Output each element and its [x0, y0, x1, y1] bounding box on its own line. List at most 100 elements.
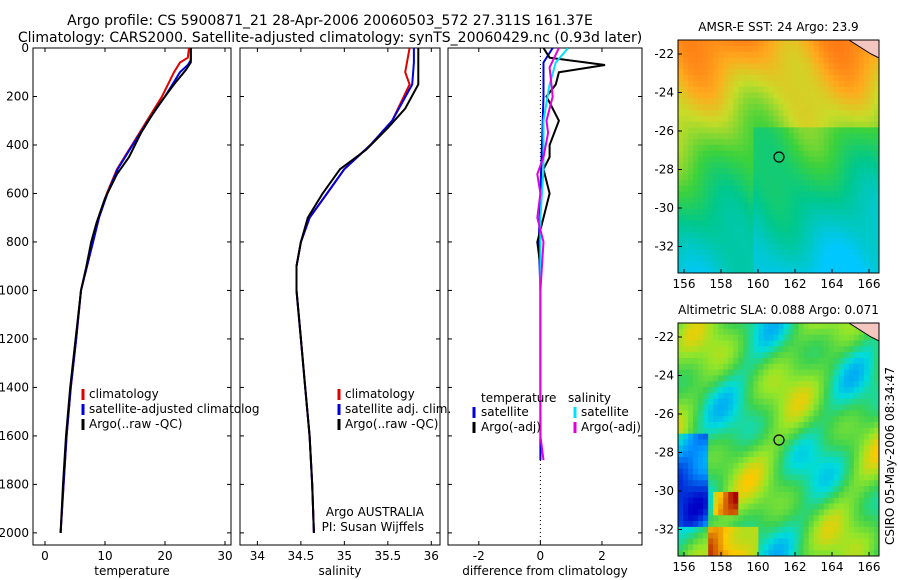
map-cell — [678, 92, 684, 99]
map-cell — [753, 462, 759, 470]
map-cell — [708, 232, 714, 239]
map-cell — [823, 45, 830, 53]
map-cell — [773, 550, 779, 557]
map-cell — [753, 422, 759, 429]
map-cell — [683, 357, 689, 365]
map-cell — [863, 243, 870, 251]
map-cell — [803, 462, 810, 470]
map-cell — [868, 197, 875, 204]
map-cell — [778, 214, 784, 221]
map-cell — [803, 197, 810, 204]
map-cell — [873, 486, 880, 493]
map-cell — [698, 139, 704, 146]
map-cell — [708, 197, 714, 204]
map-cell — [853, 255, 860, 262]
map-cell — [838, 173, 845, 181]
map-cell — [688, 544, 694, 551]
map-cell — [828, 392, 835, 400]
map-cell — [773, 480, 779, 487]
map-cell — [873, 398, 880, 405]
map-cell — [713, 387, 719, 394]
map-cell — [688, 381, 694, 388]
map-cell — [808, 451, 815, 458]
map-cell — [748, 462, 754, 470]
map-cell — [783, 398, 789, 405]
map-cell — [808, 40, 815, 47]
map-cell — [823, 226, 830, 233]
map-cell — [833, 40, 840, 47]
map-cell — [708, 375, 714, 382]
map-cell — [728, 427, 734, 435]
map-cell — [863, 144, 870, 152]
map-cell — [688, 208, 694, 216]
map-cell — [688, 80, 694, 88]
map-cell — [688, 185, 694, 192]
map-cell — [788, 375, 794, 382]
map-cell — [738, 220, 744, 227]
map-cell — [733, 109, 739, 117]
map-cell — [873, 92, 880, 99]
map-cell — [848, 220, 855, 227]
map-cell — [758, 74, 764, 82]
map-cell — [863, 538, 870, 545]
map-xtick-label: 166 — [858, 277, 881, 291]
map-cell — [753, 526, 759, 534]
map-cell — [788, 369, 794, 376]
map-cell — [858, 526, 865, 534]
map-cell — [833, 86, 840, 93]
map-cell — [743, 515, 749, 522]
map-cell — [823, 197, 830, 204]
map-cell — [823, 267, 830, 274]
map-cell — [743, 51, 749, 58]
map-cell — [863, 468, 870, 475]
map-cell — [798, 497, 805, 504]
map-cell — [738, 133, 744, 140]
map-cell — [753, 544, 759, 551]
map-cell — [793, 503, 800, 510]
map-cell — [808, 369, 815, 376]
map-cell — [853, 98, 860, 105]
map-cell — [873, 456, 880, 464]
map-cell — [678, 179, 684, 187]
map-cell — [848, 203, 855, 210]
map-cell — [838, 220, 845, 227]
map-cell — [808, 445, 815, 452]
map-cell — [723, 445, 729, 452]
map-cell — [833, 255, 840, 262]
map-cell — [768, 387, 774, 394]
map-cell — [793, 422, 800, 429]
map-cell — [863, 232, 870, 239]
map-cell — [843, 214, 850, 221]
map-cell — [863, 515, 870, 522]
map-cell — [853, 398, 860, 405]
map-cell — [808, 191, 815, 198]
map-cell — [743, 203, 749, 210]
map-cell — [703, 340, 709, 347]
map-cell — [793, 144, 800, 152]
map-cell — [703, 139, 709, 146]
map-cell — [758, 497, 764, 504]
map-cell — [833, 144, 840, 152]
map-cell — [738, 334, 744, 341]
map-cell — [678, 162, 684, 169]
map-cell — [858, 357, 865, 365]
map-cell — [873, 185, 880, 192]
map-cell — [828, 86, 835, 93]
xlabel-salinity: salinity — [318, 564, 361, 578]
map-cell — [788, 474, 794, 481]
map-cell — [693, 404, 699, 411]
map-cell — [733, 255, 739, 262]
map-cell — [708, 381, 714, 388]
map-cell — [783, 346, 789, 353]
map-cell — [843, 427, 850, 435]
map-cell — [858, 168, 865, 175]
map-cell — [733, 328, 739, 336]
map-cell — [828, 226, 835, 233]
map-cell — [783, 162, 789, 169]
map-cell — [698, 503, 704, 510]
map-cell — [868, 127, 875, 134]
map-cell — [763, 480, 769, 487]
map-cell — [833, 220, 840, 227]
map-cell — [688, 249, 694, 256]
